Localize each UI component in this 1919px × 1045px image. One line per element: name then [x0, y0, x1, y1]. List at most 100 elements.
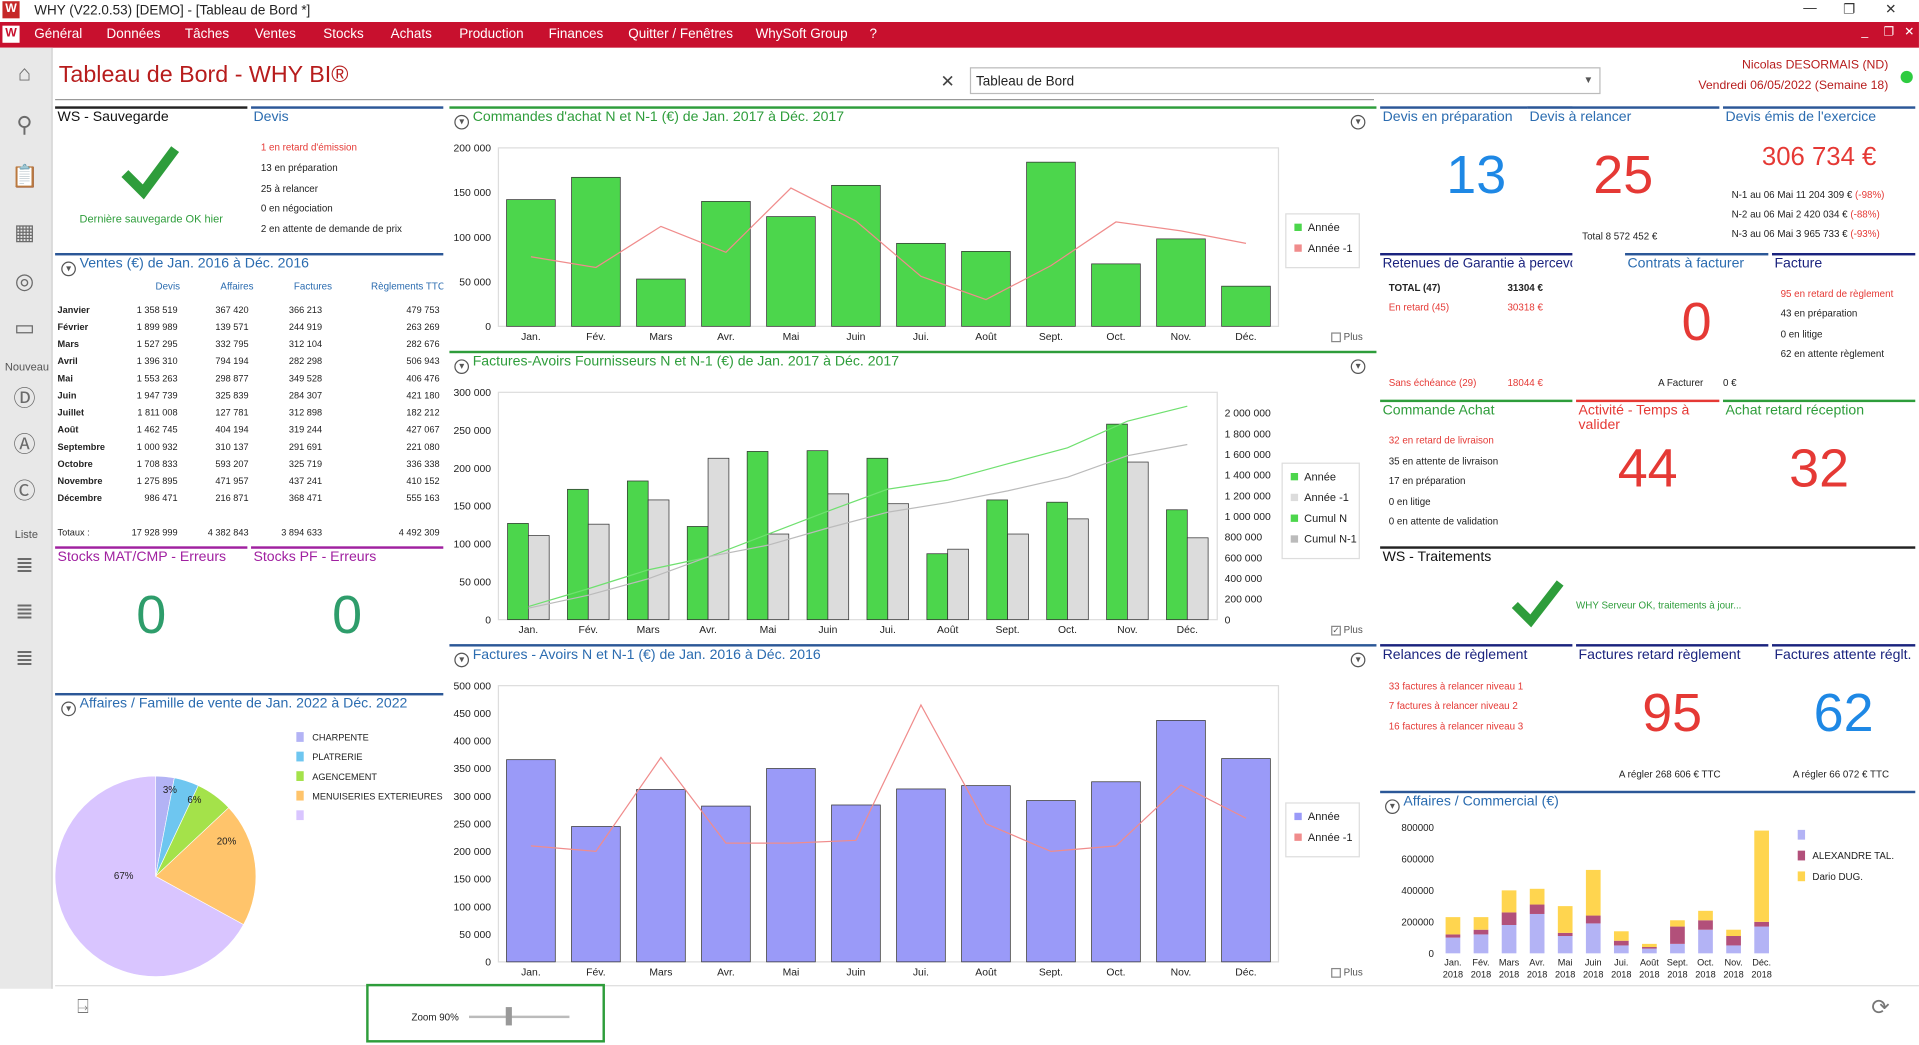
relances-line[interactable]: 16 factures à relancer niveau 3: [1388, 721, 1524, 733]
menu-help[interactable]: ?: [869, 26, 877, 42]
menu-general[interactable]: Général: [34, 26, 83, 42]
table-cell: 298 877: [215, 372, 249, 384]
menu-production[interactable]: Production: [459, 26, 524, 42]
fact-retard-value[interactable]: 95: [1642, 683, 1703, 744]
facture-line[interactable]: 62 en attente règlement: [1780, 348, 1885, 360]
menu-ventes[interactable]: Ventes: [254, 26, 296, 42]
devis-emis-value[interactable]: 306 734 €: [1761, 142, 1877, 172]
devis-line[interactable]: 13 en préparation: [260, 162, 338, 174]
globe-icon[interactable]: ◎: [14, 268, 35, 294]
table-cell: 312 898: [288, 406, 323, 418]
legend-box: [1285, 213, 1360, 269]
devis-line[interactable]: 25 à relancer: [260, 183, 319, 195]
list-c-icon[interactable]: ≣: [15, 645, 34, 670]
collapse-icon[interactable]: ▾: [454, 359, 470, 374]
mdi-minimize-icon[interactable]: _: [1861, 25, 1869, 40]
mdi-close-icon[interactable]: ✕: [1904, 25, 1915, 40]
achat-retard-value[interactable]: 32: [1789, 438, 1850, 499]
commande-achat-line[interactable]: 35 en attente de livraison: [1388, 455, 1499, 467]
stocks-pf-value[interactable]: 0: [332, 585, 363, 646]
table-cell: 368 471: [288, 492, 323, 504]
plus-label: Plus: [1343, 966, 1363, 978]
commande-achat-line[interactable]: 17 en préparation: [1388, 475, 1466, 487]
facture-title: Facture: [1774, 256, 1823, 272]
calculator-icon[interactable]: ▦: [14, 219, 35, 245]
menu-quitter-fenetres[interactable]: Quitter / Fenêtres: [628, 26, 734, 42]
commande-achat-line[interactable]: 0 en litige: [1388, 496, 1431, 508]
stacked-bar: [1529, 904, 1545, 914]
clear-selection-icon[interactable]: ✕: [940, 70, 955, 91]
collapse-icon[interactable]: ▾: [454, 114, 470, 130]
collapse-icon[interactable]: ▾: [61, 261, 76, 277]
new-doc-c-icon[interactable]: Ⓒ: [13, 479, 36, 504]
restore-icon[interactable]: ❐: [1843, 2, 1856, 18]
zoom-slider-thumb[interactable]: [505, 1007, 512, 1026]
devis-line[interactable]: 1 en retard d'émission: [260, 141, 357, 153]
collapse-icon[interactable]: ▾: [454, 652, 470, 668]
table-cell: 986 471: [144, 492, 178, 504]
fact-attente-value[interactable]: 62: [1813, 683, 1874, 744]
table-cell: 325 719: [288, 458, 323, 470]
facture-line[interactable]: 43 en préparation: [1780, 307, 1858, 319]
relances-line[interactable]: 33 factures à relancer niveau 1: [1388, 680, 1524, 692]
plus-checkbox[interactable]: Plus: [1331, 967, 1363, 978]
stacked-bar: [1698, 910, 1713, 921]
new-doc-a-icon[interactable]: Ⓐ: [13, 432, 36, 458]
stacked-bar: [1445, 937, 1461, 954]
refresh-icon[interactable]: ⟳: [1871, 994, 1890, 1020]
x-tick-label: Fév.: [586, 332, 605, 343]
bar: [947, 548, 969, 621]
clipboard-icon[interactable]: 📋: [11, 163, 39, 189]
exit-icon[interactable]: ⍈: [77, 997, 89, 1019]
list-a-icon[interactable]: ≣: [15, 598, 34, 624]
contrats-value[interactable]: 0: [1681, 292, 1712, 352]
x-tick-label: Jui.: [913, 967, 929, 978]
close-icon[interactable]: ✕: [1885, 2, 1897, 18]
menu-whysoft-group[interactable]: WhySoft Group: [755, 26, 848, 42]
options-icon[interactable]: ▾: [1350, 359, 1366, 374]
menu-achats[interactable]: Achats: [390, 26, 432, 42]
bar: [1007, 533, 1029, 621]
facture-line[interactable]: 95 en retard de règlement: [1780, 288, 1894, 300]
menu-stocks[interactable]: Stocks: [323, 26, 364, 42]
devis-prep-value[interactable]: 13: [1446, 145, 1507, 206]
new-doc-d-icon[interactable]: Ⓓ: [13, 386, 36, 411]
zoom-slider-track[interactable]: [469, 1015, 570, 1019]
retenues-sans-label[interactable]: Sans échéance (29): [1388, 377, 1477, 389]
options-icon[interactable]: ▾: [1350, 114, 1366, 130]
mdi-restore-icon[interactable]: ❐: [1883, 25, 1895, 40]
stocks-mat-value[interactable]: 0: [136, 585, 167, 646]
plus-checkbox[interactable]: ✓ Plus: [1331, 624, 1363, 636]
collapse-icon[interactable]: ▾: [61, 701, 76, 717]
menu-finances[interactable]: Finances: [548, 26, 604, 42]
commande-achat-line[interactable]: 32 en retard de livraison: [1388, 435, 1494, 447]
dashboard-select[interactable]: Tableau de Bord ▼: [969, 67, 1601, 95]
plus-checkbox[interactable]: Plus: [1331, 331, 1363, 342]
search-icon[interactable]: ⚲: [16, 112, 33, 137]
bar: [1186, 537, 1209, 621]
menu-donnees[interactable]: Données: [106, 26, 161, 42]
folder-icon[interactable]: ▭: [14, 315, 35, 340]
home-icon[interactable]: ⌂: [17, 61, 32, 86]
relances-line[interactable]: 7 factures à relancer niveau 2: [1388, 700, 1518, 712]
bar: [767, 533, 790, 621]
devis-line[interactable]: 2 en attente de demande de prix: [260, 223, 402, 235]
collapse-icon[interactable]: ▾: [1385, 799, 1400, 814]
x-tick-label: 2018: [1639, 970, 1659, 980]
retenues-title: Retenues de Garantie à percevoir: [1382, 256, 1573, 272]
menu-taches[interactable]: Tâches: [184, 26, 230, 42]
activite-value[interactable]: 44: [1617, 438, 1678, 499]
list-d-icon[interactable]: ≣: [15, 552, 34, 577]
devis-emis-n1-text: N-1 au 06 Mai 11 204 309 €: [1731, 189, 1856, 201]
commande-achat-line[interactable]: 0 en attente de validation: [1388, 515, 1499, 527]
activite-title: Activité - Temps à valider: [1578, 403, 1690, 433]
facture-line[interactable]: 0 en litige: [1780, 328, 1823, 340]
y-tick-label: 50 000: [459, 930, 491, 941]
minimize-icon[interactable]: —: [1803, 1, 1817, 16]
devis-line[interactable]: 0 en négociation: [260, 202, 333, 214]
devis-relancer-value[interactable]: 25: [1593, 145, 1654, 206]
retenues-retard-label[interactable]: En retard (45): [1388, 301, 1450, 313]
options-icon[interactable]: ▾: [1350, 652, 1366, 668]
x-tick-label: Mars: [649, 332, 672, 343]
